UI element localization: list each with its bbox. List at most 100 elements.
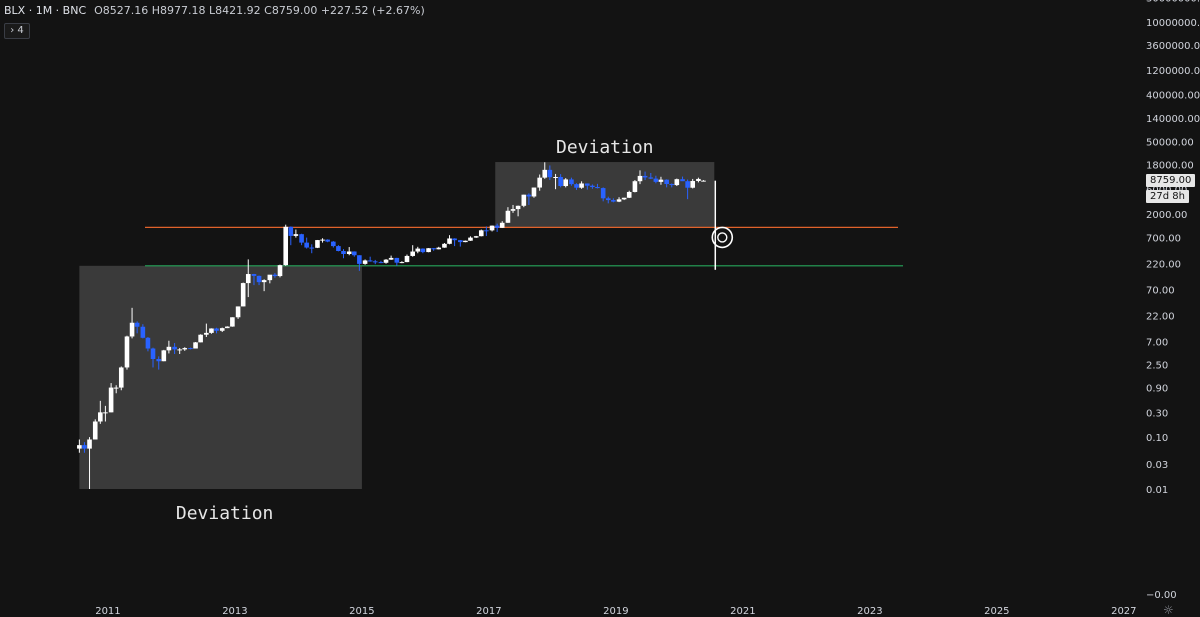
candle: [415, 246, 421, 254]
candle: [161, 349, 167, 362]
candle-body: [108, 387, 114, 413]
candle-body: [595, 187, 600, 189]
price-tick-label: 2000.00: [1146, 210, 1187, 221]
candle: [245, 259, 251, 298]
candle: [87, 437, 92, 489]
deviation-top-label: Deviation: [556, 137, 654, 158]
candle-body: [621, 197, 627, 200]
candle: [113, 385, 119, 394]
candle: [394, 257, 400, 266]
candle: [642, 171, 648, 181]
time-tick-label: 2023: [857, 606, 882, 617]
price-axis[interactable]: 30000000.00 10000000.00 3600000.00 1200000.…: [1146, 0, 1200, 601]
candle-body: [553, 177, 558, 179]
candle-body: [478, 230, 484, 237]
candle-body: [463, 240, 468, 243]
candle: [468, 236, 473, 241]
candle-body: [166, 346, 172, 351]
time-axis[interactable]: 2011 2013 2015 2017 2019 2021 2023 2025 2027: [95, 606, 1136, 617]
candle: [436, 246, 442, 250]
candle-body: [383, 259, 389, 263]
candle-body: [494, 225, 500, 228]
indicators-toggle-button[interactable]: › 4: [4, 23, 30, 39]
candle: [621, 197, 627, 201]
price-tick-label: 0.03: [1146, 460, 1168, 471]
candle-body: [658, 179, 664, 182]
candle: [341, 249, 346, 259]
candle: [600, 187, 606, 202]
candle-body: [77, 445, 82, 449]
gear-icon[interactable]: ☼: [1163, 603, 1174, 617]
candle-body: [558, 177, 563, 187]
candle: [632, 180, 638, 193]
candle-body: [134, 322, 140, 327]
candle: [288, 226, 294, 246]
candle: [315, 239, 320, 249]
symbol-legend[interactable]: BLX · 1M · BNC O8527.16 H8977.18 L8421.92…: [4, 4, 425, 17]
candle: [499, 221, 505, 229]
candle: [442, 243, 447, 248]
candle-body: [531, 187, 537, 197]
candle-body: [605, 198, 611, 201]
candle-body: [198, 334, 203, 343]
time-tick-label: 2027: [1111, 606, 1136, 617]
candle-body: [82, 445, 87, 449]
candle: [574, 183, 579, 190]
candle: [225, 326, 230, 329]
candle-body: [225, 326, 230, 329]
candle: [547, 165, 553, 181]
time-tick-label: 2019: [603, 606, 628, 617]
candle-body: [288, 226, 294, 236]
candle: [351, 251, 357, 257]
price-tick-label: 7.00: [1146, 337, 1168, 348]
candle-body: [616, 199, 622, 202]
deviation-bottom-label: Deviation: [176, 503, 274, 524]
candle-body: [214, 328, 219, 331]
candle-body: [320, 239, 325, 241]
symbol-info[interactable]: BLX · 1M · BNC: [4, 4, 87, 17]
candle: [293, 229, 299, 238]
candle: [674, 178, 680, 187]
price-tick-label: 400000.00: [1146, 91, 1200, 102]
candle: [637, 170, 643, 185]
candle: [626, 190, 632, 199]
price-tick-label: 1200000.00: [1146, 66, 1200, 77]
candle-body: [442, 243, 447, 248]
candle-body: [388, 257, 394, 260]
candle: [458, 239, 463, 247]
candle-body: [118, 367, 124, 388]
candle-body: [696, 178, 701, 182]
candle: [172, 343, 177, 354]
candle: [585, 183, 590, 190]
candle-body: [98, 412, 103, 422]
candle: [346, 247, 352, 256]
candle: [261, 279, 267, 292]
candle: [235, 306, 241, 319]
candle: [177, 348, 182, 354]
candle: [531, 187, 537, 198]
candle: [134, 321, 140, 334]
bar-countdown-label: 27d 8h: [1146, 190, 1189, 203]
candle: [563, 178, 569, 188]
level-lines: [145, 226, 903, 267]
candle-body: [680, 179, 685, 182]
candle: [331, 241, 336, 248]
candle: [404, 254, 410, 263]
candle-body: [499, 222, 505, 228]
candle: [616, 197, 622, 203]
candle: [156, 356, 162, 370]
candle: [463, 240, 468, 243]
candle: [198, 334, 203, 343]
candle: [166, 340, 172, 354]
candle: [653, 175, 659, 184]
candle-body: [267, 274, 273, 281]
candle-body: [569, 179, 574, 185]
candle-body: [219, 328, 225, 331]
deviation-box-1: [79, 265, 362, 489]
candle: [240, 282, 246, 307]
candle: [648, 173, 654, 180]
candle-body: [209, 328, 214, 333]
candle-body: [399, 262, 405, 264]
candle-body: [685, 181, 690, 188]
